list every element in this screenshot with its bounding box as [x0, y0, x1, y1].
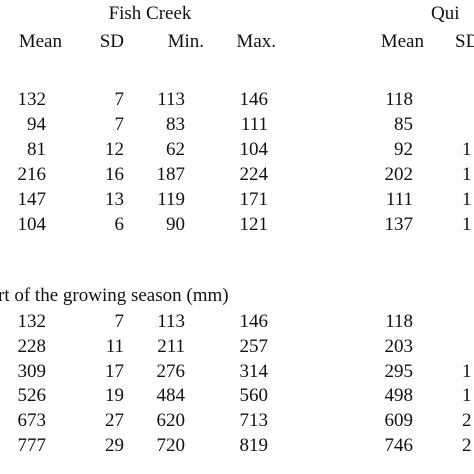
cell: 203: [384, 335, 414, 357]
column-header: Mean: [380, 31, 424, 52]
cell: 6: [114, 214, 125, 235]
cell: 132: [17, 311, 47, 332]
cell: 92: [394, 139, 413, 160]
cell: 12: [105, 139, 124, 160]
cell: 81: [27, 139, 46, 160]
cell: 620: [156, 410, 186, 432]
cell: 560: [239, 385, 269, 407]
cell: 713: [239, 410, 269, 432]
cell: 111: [385, 189, 413, 210]
cell: 118: [385, 89, 413, 110]
cell: 228: [17, 335, 47, 357]
cell: 121: [239, 214, 269, 235]
group-header: Fish Creek: [108, 3, 192, 24]
cell: 1: [462, 214, 472, 235]
cell: 1: [462, 360, 472, 382]
cell: 94: [27, 114, 46, 135]
cell: 211: [157, 335, 185, 357]
cell: 673: [17, 410, 47, 432]
cell: 187: [156, 164, 186, 185]
cell: 19: [105, 385, 124, 407]
cell: 526: [17, 385, 47, 407]
cell: 609: [384, 410, 414, 432]
cell: 104: [239, 139, 269, 160]
cell: 7: [114, 311, 125, 332]
cell: 314: [239, 360, 269, 382]
cell: 83: [166, 114, 185, 135]
cell: 104: [17, 214, 47, 235]
cell: 2: [462, 435, 472, 456]
cell: 216: [17, 164, 47, 185]
cell: 276: [156, 360, 186, 382]
column-header: Min.: [167, 31, 204, 52]
cell: 819: [239, 435, 269, 456]
cell: 7: [114, 114, 125, 135]
cell: 113: [157, 89, 185, 110]
cell: 17: [105, 360, 124, 382]
cell: 257: [239, 335, 269, 357]
cell: 29: [105, 435, 124, 456]
cell: 746: [384, 435, 414, 456]
cell: 171: [239, 189, 269, 210]
cell: 1: [462, 139, 472, 160]
cell: 132: [17, 89, 47, 110]
column-header: Mean: [18, 31, 62, 52]
cell: 1: [462, 164, 472, 185]
cell: 7: [114, 89, 125, 110]
cell: 498: [384, 385, 414, 407]
cell: 90: [166, 214, 185, 235]
column-header: Max.: [236, 31, 276, 52]
group-header: Qui: [431, 3, 460, 24]
cell: 484: [156, 385, 186, 407]
column-header: SD: [455, 31, 474, 52]
cell: 224: [239, 164, 269, 185]
cell: 309: [17, 360, 47, 382]
cell: 137: [384, 214, 414, 235]
cell: 1: [462, 189, 472, 210]
section-label: rt of the growing season (mm): [0, 285, 229, 306]
cell: 2: [462, 410, 472, 432]
cell: 16: [105, 164, 124, 185]
cell: 147: [17, 189, 47, 210]
cell: 720: [156, 435, 186, 456]
cell: 295: [384, 360, 414, 382]
cell: 146: [239, 311, 269, 332]
cell: 777: [17, 435, 47, 456]
cell: 13: [105, 189, 124, 210]
cell: 11: [105, 335, 124, 357]
cell: 1: [462, 385, 472, 407]
cell: 27: [105, 410, 124, 432]
cell: 113: [157, 311, 185, 332]
cell: 202: [384, 164, 414, 185]
cell: 146: [239, 89, 269, 110]
cell: 119: [157, 189, 185, 210]
cell: 118: [385, 311, 413, 332]
cell: 85: [394, 114, 413, 135]
column-header: SD: [99, 31, 124, 52]
cell: 62: [166, 139, 185, 160]
cell: 111: [240, 114, 268, 135]
